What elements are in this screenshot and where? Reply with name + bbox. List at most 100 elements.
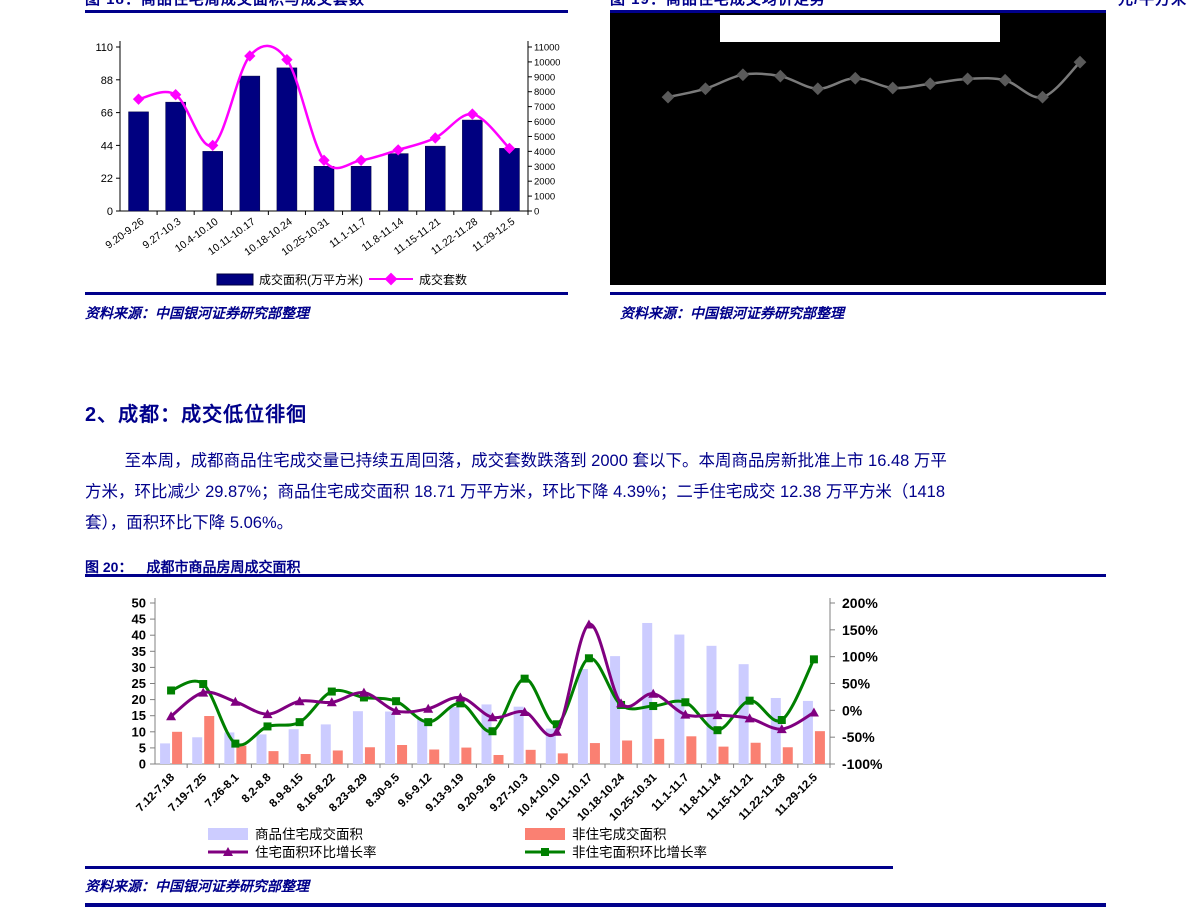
axis-label: 11.29-12.5 [470,216,517,255]
page-bottom-rule [85,903,1106,907]
diamond-marker [207,139,219,152]
bar [364,747,375,764]
bar [706,645,717,764]
square-marker [456,699,465,708]
bar [268,751,279,764]
legend-swatch-bar [216,273,254,286]
square-marker [520,674,529,683]
axis-label: 0 [534,207,539,218]
bar [499,148,520,212]
bar [202,151,223,212]
axis-label: 7000 [534,102,555,113]
axis-label: 88 [101,75,113,87]
diamond-marker [132,93,145,105]
figure-20-caption: 图 20： 成都市商品房周成交面积 [85,557,300,577]
chart-rule-left [85,292,568,295]
bar [172,731,183,764]
figure-20-caption-label: 图 20： [85,559,133,575]
legend-label: 非住宅面积环比增长率 [572,844,707,860]
bar [449,707,460,764]
triangle-marker [198,687,209,697]
bar [545,728,556,764]
bar [276,67,298,212]
bar [236,745,247,764]
axis-label: 7.26-8.1 [203,771,242,810]
bar [674,634,685,764]
axis-label: -100% [842,756,883,772]
bar [577,669,588,764]
square-marker [681,698,690,707]
triangle-marker [712,710,723,720]
fig20-nonresidential-growth-line [167,654,818,748]
fig18-line-series [132,44,516,170]
triangle-marker [223,847,233,856]
diamond-marker [998,73,1012,87]
triangle-marker [455,692,466,702]
bar [397,745,408,764]
bar [654,738,665,764]
axis-label: 10 [132,724,146,739]
axis-label: 0 [107,206,113,218]
chart-rule-bottom [85,866,893,869]
triangle-marker [487,712,498,722]
bar [622,740,633,764]
axis-label: 110 [95,42,113,54]
axis-label: 6000 [534,117,555,128]
axis-label: 22 [101,173,113,185]
bar [770,697,781,764]
bar [429,749,440,764]
axis-label: 0% [842,702,863,718]
title-rule-left [85,10,568,13]
axis-label: 50% [842,676,871,692]
legend-diamond-marker [384,272,398,286]
triangle-marker [551,726,562,736]
square-marker [295,718,304,727]
bar [385,711,396,764]
axis-label: 11000 [534,43,560,54]
diamond-marker [355,154,367,166]
square-marker [263,722,272,731]
figure-19-clipped-title: 图 19：商品住宅成交均价走势 [610,0,1050,9]
square-marker [167,686,176,695]
bar [300,754,311,764]
axis-label: 3000 [534,162,555,173]
triangle-marker [391,705,402,715]
bar [686,736,697,764]
axis-label: 50 [132,596,146,611]
axis-label: 66 [101,108,113,120]
legend-label: 成交面积(万平方米) [259,272,363,287]
triangle-marker [326,697,337,707]
axis-label: 0 [139,757,146,772]
fig20-nonresidential-bars [172,716,825,764]
legend-label: 非住宅成交面积 [572,826,667,842]
source-note-left: 资料来源：中国银河证券研究部整理 [85,307,309,322]
fig20-residential-bars [160,622,813,764]
axis-label: 30 [132,660,146,675]
bar [387,153,409,212]
bar [320,724,331,764]
triangle-marker [166,711,177,721]
bar [204,716,215,764]
chart-background [610,13,1106,285]
triangle-marker [230,696,241,706]
bar [718,746,729,764]
axis-label: 45 [132,612,146,627]
bar [288,729,299,764]
axis-label: 5000 [534,132,555,143]
legend-label: 成交套数 [419,272,467,287]
bar [782,747,793,764]
triangle-marker [616,698,627,708]
axis-label: 100% [842,649,878,665]
triangle-marker [294,696,305,706]
square-marker [488,727,497,736]
chart-rule-right [610,292,1106,295]
triangle-marker [423,703,434,713]
square-marker [424,718,433,727]
axis-label: 20 [132,692,146,707]
axis-label: 2000 [534,177,555,188]
fig20-residential-growth-line [166,619,819,737]
diamond-marker [429,132,441,144]
